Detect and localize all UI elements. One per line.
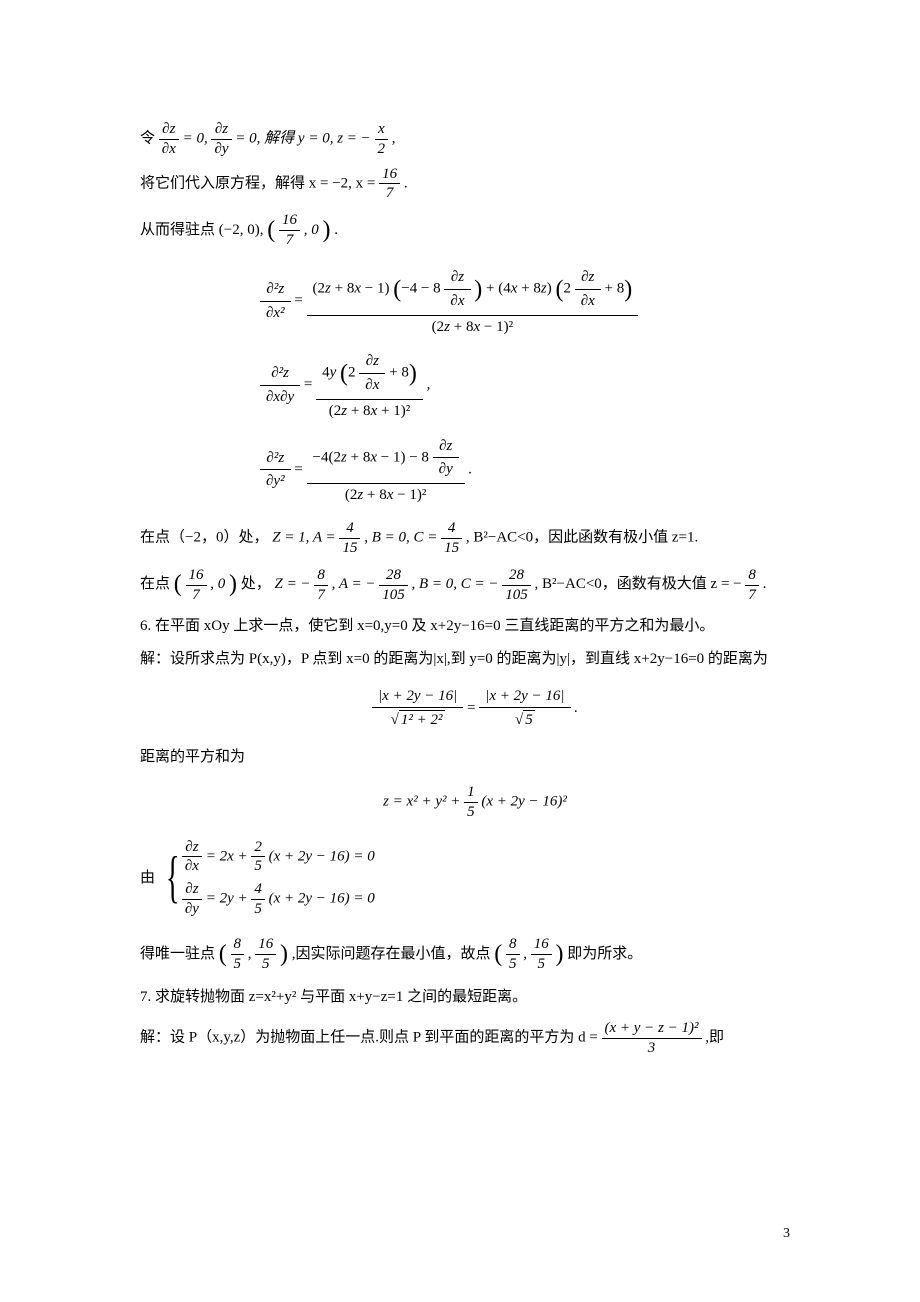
text: 令 [140,131,155,147]
equation-block-second-derivatives: ∂²z∂x² = (2z + 8x − 1) (−4 − 8 ∂z∂x ) + … [140,264,810,507]
text-line-2: 将它们代入原方程，解得 x = −2, x = 167 . [140,165,810,204]
problem-6-statement: 6. 在平面 xOy 上求一点，使它到 x=0,y=0 及 x+2y−16=0 … [140,613,810,640]
text-line-3: 从而得驻点 (−2, 0), ( 167 , 0 ) . [140,209,810,252]
text-line-p9: 得唯一驻点 ( 85 , 165 ) ,因实际问题存在最小值，故点 ( 85 ,… [140,933,810,976]
problem-7-statement: 7. 求旋转抛物面 z=x²+y² 与平面 x+y−z=1 之间的最短距离。 [140,984,810,1011]
problem-7-solution-start: 解：设 P（x,y,z）为抛物面上任一点.则点 P 到平面的距离的平方为 d =… [140,1019,810,1058]
text-line-p4: 在点（−2，0）处， Z = 1, A = 415 , B = 0, C = 4… [140,519,810,558]
equation-distance: |x + 2y − 16| √1² + 2² = |x + 2y − 16| √… [140,685,810,733]
problem-6-solution-start: 解：设所求点为 P(x,y)，P 点到 x=0 的距离为|x|,到 y=0 的距… [140,646,810,673]
document-page: 令 ∂z∂x = 0, ∂z∂y = 0, 解得 y = 0, z = − x2… [0,0,920,1302]
equation-line-1: 令 ∂z∂x = 0, ∂z∂y = 0, 解得 y = 0, z = − x2… [140,120,810,159]
page-number: 3 [783,1226,790,1242]
text-line-p5: 在点 ( 167 , 0 ) 处， Z = − 87 , A = − 28105… [140,563,810,606]
equation-system: 由 { ∂z∂x = 2x + 25 (x + 2y − 16) = 0 ∂z∂… [140,834,810,923]
equation-z: z = x² + y² + 15 (x + 2y − 16)² [140,783,810,822]
text-line-p7: 距离的平方和为 [140,744,810,771]
